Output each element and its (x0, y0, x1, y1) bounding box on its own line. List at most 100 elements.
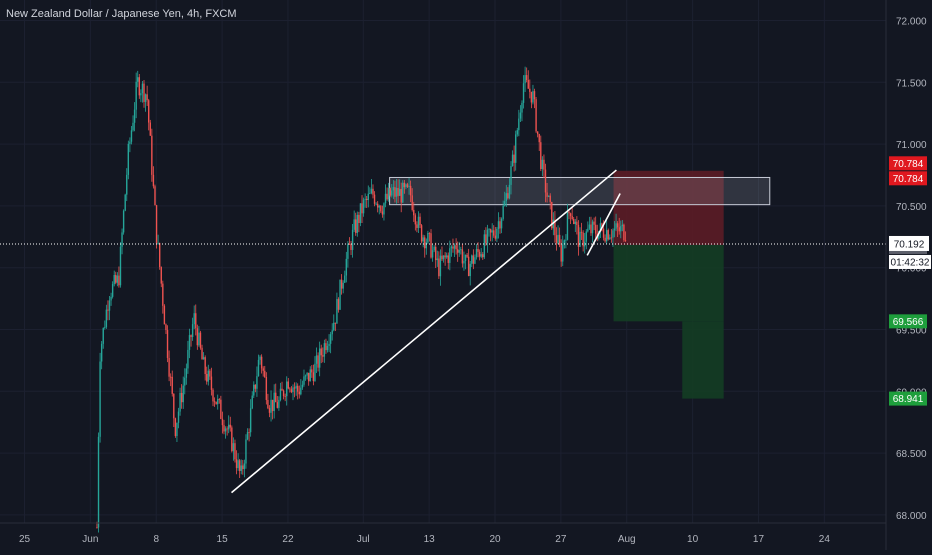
price-label-box (889, 156, 927, 171)
candle-body (290, 389, 293, 393)
candle-body (460, 249, 462, 251)
candle-body (496, 229, 498, 239)
candle-body (336, 299, 338, 324)
candle-body (424, 237, 426, 249)
candle-body (337, 299, 340, 310)
candle-body (143, 83, 145, 102)
candle-body (231, 427, 233, 452)
candle-body (118, 275, 120, 286)
candle-body (482, 254, 484, 258)
candle-body (278, 399, 280, 408)
candle-body (376, 203, 379, 208)
candle-body (100, 343, 103, 362)
candle-body (525, 75, 528, 81)
candle-body (293, 387, 296, 389)
candle-body (333, 322, 335, 331)
candle-body (344, 275, 346, 283)
candle-body (416, 224, 418, 228)
candle-body (119, 246, 122, 286)
candle-body (610, 237, 613, 239)
y-tick-label: 68.500 (896, 449, 927, 460)
candle-body (202, 357, 205, 360)
candle-body (474, 257, 476, 264)
candle-body (320, 348, 322, 356)
candle-body (456, 249, 459, 253)
time-axis[interactable]: 25 Jun 8 15 22 Jul 13 20 27 Aug 10 17 24 (0, 522, 886, 545)
candle-body (369, 193, 371, 194)
candle-body (478, 251, 481, 257)
position-zones[interactable] (613, 170, 724, 399)
candle-body (351, 229, 354, 250)
candle-body (497, 221, 500, 230)
candle-body (372, 188, 374, 195)
drawings-layer[interactable] (231, 169, 621, 494)
candle-body (408, 185, 410, 187)
wedge-line (586, 193, 621, 256)
candle-body (486, 229, 489, 244)
candle-body (574, 221, 576, 225)
y-tick-label: 71.500 (896, 78, 927, 89)
candle-body (435, 246, 437, 261)
candle-body (549, 195, 551, 202)
candle-body (450, 246, 453, 249)
candle-body (475, 248, 478, 258)
candle-body (253, 384, 255, 396)
candle-body (370, 188, 373, 194)
candle-body (300, 387, 302, 395)
candle-body (524, 75, 526, 84)
candle-body (229, 424, 231, 428)
y-tick-label: 72.000 (896, 17, 927, 28)
candle-body (215, 401, 217, 405)
candle-body (624, 240, 627, 241)
candle-body (201, 347, 203, 360)
candle-body (406, 184, 409, 187)
countdown-box (889, 254, 931, 269)
candle-body (248, 432, 250, 433)
candle-body (543, 159, 545, 170)
candle-body (102, 328, 104, 344)
candle-body (591, 221, 594, 234)
candle-body (350, 244, 352, 250)
candle-body (191, 324, 194, 338)
candle-body (602, 228, 605, 238)
candle-body (177, 411, 180, 423)
candle-body (400, 188, 402, 203)
candle-body (235, 459, 238, 469)
x-tick-label: 25 (19, 534, 31, 545)
candle-body (521, 102, 523, 113)
candle-body (515, 134, 517, 163)
candle-body (292, 387, 294, 393)
candle-body (584, 241, 586, 247)
candle-body (483, 234, 486, 258)
candle-body (195, 313, 197, 329)
candle-body (566, 211, 569, 240)
countdown-label: 01:42:32 (891, 257, 930, 268)
candle-body (494, 235, 497, 239)
candle-body (318, 348, 321, 368)
candle-body (326, 346, 329, 351)
candle-body (331, 330, 333, 335)
candle-body (198, 332, 200, 346)
candle-body (411, 195, 413, 210)
candle-body (173, 393, 175, 419)
candle-body (276, 402, 279, 408)
candle-body (425, 242, 428, 249)
candle-body (562, 244, 564, 262)
x-tick-label: Aug (618, 534, 636, 545)
candle-body (116, 275, 119, 283)
candle-body (433, 246, 435, 251)
candle-body (560, 244, 562, 262)
candle-body (260, 356, 263, 369)
candle-body (558, 234, 561, 245)
candle-body (441, 255, 443, 260)
price-axis[interactable]: 72.00071.50071.00070.50070.00069.50069.0… (885, 0, 927, 550)
candle-body (616, 223, 619, 228)
candle-body (552, 219, 555, 229)
candle-body (334, 322, 337, 324)
candle-body (551, 201, 553, 229)
candle-body (527, 80, 529, 89)
candle-body (384, 193, 387, 204)
candle-body (455, 245, 457, 250)
